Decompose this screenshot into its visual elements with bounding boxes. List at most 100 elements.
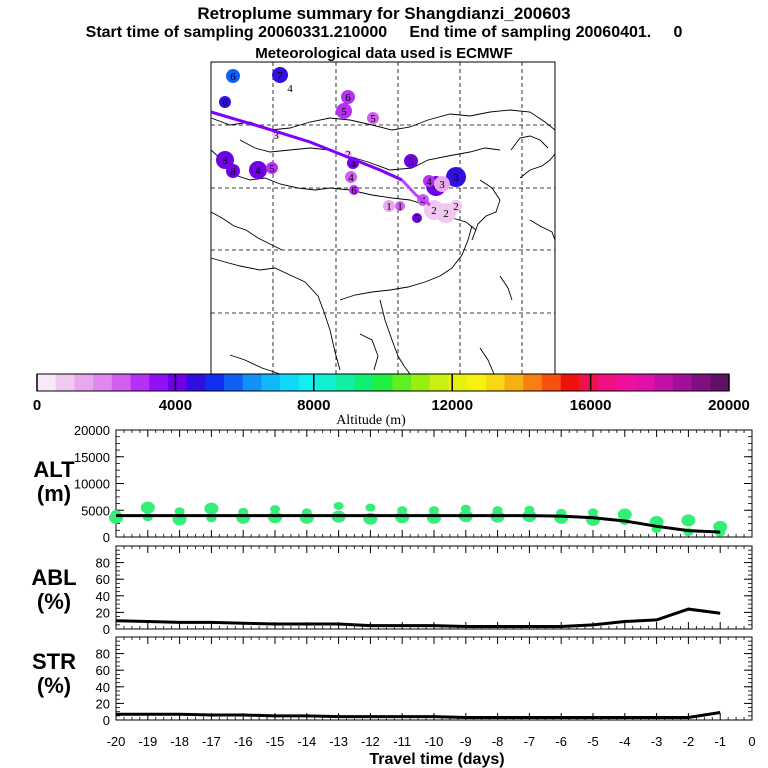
colorbar-swatch <box>186 374 206 391</box>
colorbar-swatch <box>93 374 113 391</box>
cluster-point <box>204 502 219 515</box>
sampling-times: Start time of sampling 20060331.210000 E… <box>85 24 683 41</box>
plume-cluster-label: 1 <box>386 201 392 213</box>
plume-cluster <box>446 167 466 187</box>
cluster-point <box>397 506 408 515</box>
x-tick-label: -18 <box>170 734 189 749</box>
plume-markers: 6746655884544653641134522223 <box>216 67 466 225</box>
y-tick-label: 0 <box>103 530 110 545</box>
colorbar-swatch <box>224 374 244 391</box>
colorbar-tick-label: 16000 <box>570 397 612 414</box>
colorbar-swatch <box>710 374 730 391</box>
colorbar-swatch <box>411 374 431 391</box>
plume-cluster-label: 3 <box>273 130 279 142</box>
plume-cluster <box>249 161 267 179</box>
y-tick-label: 80 <box>96 647 110 662</box>
cluster-point <box>429 506 439 515</box>
cluster-point <box>365 503 376 512</box>
plume-cluster <box>383 200 395 212</box>
plume-cluster-label: 3 <box>453 172 459 184</box>
y-tick-label: 80 <box>96 556 110 571</box>
colorbar-swatch <box>130 374 150 391</box>
y-tick-label: 20 <box>96 696 110 711</box>
colorbar-label: Altitude (m) <box>336 413 406 428</box>
plume-cluster-label: 7 <box>277 70 283 82</box>
y-tick-label: 40 <box>96 589 110 604</box>
colorbar-swatch <box>167 374 188 391</box>
plume-cluster-label: 8 <box>222 155 228 167</box>
plume-cluster <box>349 185 359 195</box>
plume-cluster-label: 8 <box>230 166 236 178</box>
colorbar-swatch <box>654 374 674 391</box>
plume-cluster <box>336 103 352 119</box>
colorbar-tick-label: 0 <box>33 397 41 414</box>
plume-cluster-label: 6 <box>222 97 228 109</box>
plume-cluster <box>272 67 288 83</box>
colorbar-swatch <box>373 374 393 391</box>
colorbar-tick-label: 8000 <box>297 397 330 414</box>
cluster-point <box>270 505 280 514</box>
colorbar-swatch <box>55 374 75 391</box>
cluster-point <box>140 501 155 514</box>
series-line <box>116 711 721 720</box>
colorbar-swatch <box>504 374 524 391</box>
cluster-point <box>713 520 728 533</box>
plume-cluster-label: 2 <box>431 205 437 217</box>
plume-cluster <box>216 151 234 169</box>
plume-cluster <box>266 162 278 174</box>
colorbar-swatch <box>429 374 449 391</box>
plume-cluster-label: 6 <box>351 185 357 197</box>
x-tick-label: -5 <box>587 734 599 749</box>
plume-cluster-label: 1 <box>397 201 403 213</box>
cluster-point <box>333 501 344 510</box>
cluster-point <box>681 514 696 527</box>
plume-cluster <box>412 213 422 223</box>
plume-cluster <box>395 201 405 211</box>
panel-frame <box>115 545 753 630</box>
x-tick-label: -20 <box>107 734 126 749</box>
plume-cluster-label: 4 <box>287 83 293 95</box>
colorbar-swatch <box>579 374 599 391</box>
plume-cluster <box>434 176 450 192</box>
plume-cluster-label: 2 <box>443 208 449 220</box>
plume-cluster-label: 4 <box>426 176 432 188</box>
colorbar-swatch <box>598 374 618 391</box>
colorbar-swatch <box>37 374 57 391</box>
plume-cluster <box>450 200 462 212</box>
plume-cluster-label: 6 <box>230 71 236 83</box>
altitude-colorbar: 0 4000 8000 12000 16000 20000 Altitude (m) <box>33 373 750 428</box>
plume-cluster-label: 5 <box>269 163 275 175</box>
colorbar-swatch <box>560 374 580 391</box>
plume-cluster <box>226 164 240 178</box>
x-tick-label: -4 <box>619 734 631 749</box>
plume-cluster <box>226 69 240 83</box>
x-tick-label: -7 <box>524 734 536 749</box>
x-tick-label: -13 <box>329 734 348 749</box>
y-tick-label: 0 <box>103 713 110 728</box>
x-tick-label: -9 <box>460 734 472 749</box>
cluster-point <box>492 506 503 515</box>
str-label: STR (%) <box>32 649 76 698</box>
figure-title: Retroplume summary for Shangdianzi_20060… <box>197 4 571 23</box>
y-tick-label: 15000 <box>74 450 110 465</box>
colorbar-swatch <box>523 374 543 391</box>
colorbar-ticks: 0 4000 8000 12000 16000 20000 <box>33 374 750 414</box>
y-tick-label: 20 <box>96 605 110 620</box>
map-frame <box>210 61 556 375</box>
alt-panel: 0 5000 10000 15000 20000 <box>74 423 753 545</box>
cluster-point <box>238 507 249 516</box>
colorbar-tick-label: 20000 <box>708 397 750 414</box>
colorbar-swatch <box>111 374 132 391</box>
colorbar-swatch <box>354 374 375 391</box>
y-tick-label: 10000 <box>74 477 110 492</box>
x-tick-labels: -20 -19 -18 -17 -16 -15 -14 -13 -12 -11 -10 -9 -8 -7-… <box>107 734 756 749</box>
plume-cluster-label: 2 <box>453 201 459 213</box>
colorbar-swatch <box>280 374 300 391</box>
plume-cluster <box>367 112 379 124</box>
plume-cluster-label: 5 <box>414 213 420 225</box>
cluster-point <box>174 507 185 516</box>
